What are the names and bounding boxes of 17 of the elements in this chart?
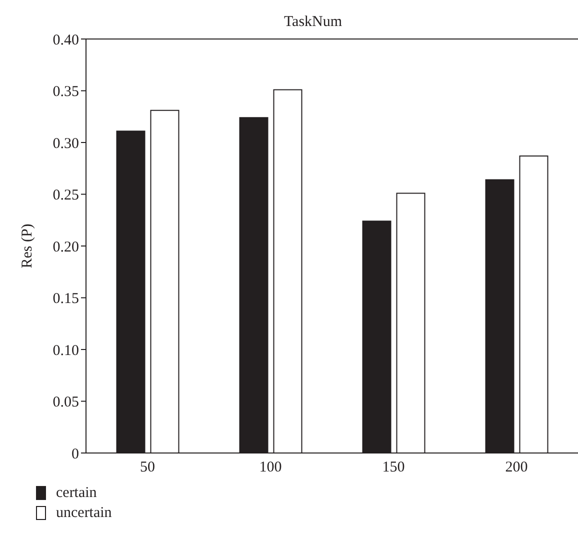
chart-title: TaskNum <box>284 14 342 30</box>
legend-label: uncertain <box>56 504 112 522</box>
x-tick-label: 100 <box>259 460 282 476</box>
y-tick-label: 0.20 <box>52 239 79 256</box>
y-tick-label: 0.30 <box>52 136 79 152</box>
x-tick-label: 150 <box>382 460 405 476</box>
y-tick-label: 0.05 <box>52 394 79 411</box>
legend-label: certain <box>56 484 97 502</box>
y-tick-label: 0.15 <box>52 291 79 308</box>
y-tick-label: 0 <box>72 446 79 462</box>
y-tick-label: 0.25 <box>52 188 79 204</box>
y-tick-label: 0.40 <box>52 32 79 48</box>
x-tick-label: 50 <box>140 460 155 476</box>
y-axis-title: Res (P) <box>19 224 36 268</box>
y-tick-label: 0.35 <box>52 84 79 100</box>
y-tick-label: 0.10 <box>52 342 79 359</box>
x-tick-label: 200 <box>505 460 528 476</box>
